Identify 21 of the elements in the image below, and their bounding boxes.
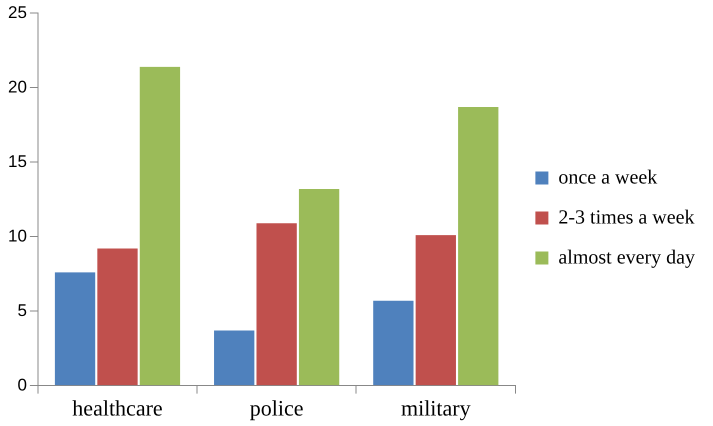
bar [54,272,96,386]
y-tick-label: 0 [17,375,27,394]
legend-label: almost every day [558,246,696,268]
y-tick-label: 5 [17,300,27,320]
y-tick-label: 10 [8,226,27,246]
bar [298,188,340,386]
bar [373,300,414,386]
bar [140,66,180,386]
legend-label: 2-3 times a week [558,206,694,228]
bar [256,223,297,386]
bar [214,330,254,386]
bar [416,235,456,386]
x-tick-label: military [400,396,471,421]
x-tick-label: police [250,396,304,421]
y-tick-label: 25 [8,2,27,22]
y-tick-label: 15 [8,152,27,171]
bar [458,107,498,386]
bar [97,248,138,386]
x-tick-label: healthcare [72,396,163,421]
legend-label: once a week [558,166,658,188]
y-tick-label: 20 [8,77,27,96]
